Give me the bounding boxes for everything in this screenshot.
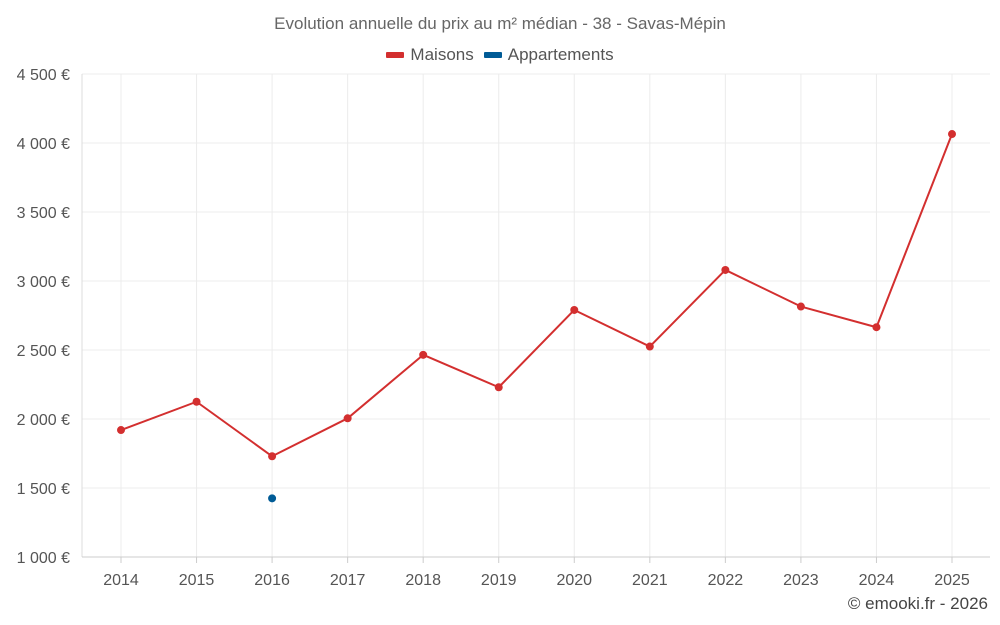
y-tick-label: 4 000 € [17,136,70,153]
data-point-maisons [192,397,201,406]
chart-title: Evolution annuelle du prix au m² médian … [274,14,726,33]
y-tick-label: 1 000 € [17,550,70,567]
legend-item-appartements[interactable]: Appartements [483,45,614,65]
legend-swatch-maisons [386,52,405,58]
y-tick-label: 2 500 € [17,343,70,360]
y-tick-label: 3 500 € [17,205,70,222]
x-tick-label: 2019 [481,572,517,589]
x-tick-label: 2024 [859,572,895,589]
data-point-maisons [494,383,503,392]
data-point-maisons [268,452,277,461]
data-point-maisons [570,305,579,314]
y-tick-label: 4 500 € [17,67,70,84]
x-tick-label: 2022 [708,572,744,589]
x-tick-label: 2023 [783,572,819,589]
y-tick-label: 1 500 € [17,481,70,498]
data-point-maisons [872,323,881,332]
data-point-maisons [645,342,654,351]
data-point-appartements [268,494,277,503]
x-tick-label: 2025 [934,572,970,589]
legend-label-maisons: Maisons [410,45,474,64]
series-line-maisons [120,133,953,458]
x-tick-label: 2016 [254,572,290,589]
data-point-maisons [343,414,352,423]
legend: Maisons Appartements [0,45,1000,65]
x-tick-label: 2015 [179,572,215,589]
legend-swatch-appartements [483,52,502,58]
data-point-maisons [796,302,805,311]
data-point-maisons [721,265,730,274]
x-tick-label: 2017 [330,572,366,589]
data-point-maisons [117,426,125,435]
data-point-maisons [948,130,956,139]
credit: © emooki.fr - 2026 [847,594,988,613]
y-tick-label: 2 000 € [17,412,70,429]
data-point-maisons [419,350,428,359]
legend-item-maisons[interactable]: Maisons [386,45,474,65]
x-tick-label: 2021 [632,572,668,589]
x-tick-label: 2014 [103,572,139,589]
x-tick-label: 2018 [405,572,441,589]
y-tick-label: 3 000 € [17,274,70,291]
x-tick-label: 2020 [556,572,592,589]
legend-label-appartements: Appartements [507,45,614,64]
